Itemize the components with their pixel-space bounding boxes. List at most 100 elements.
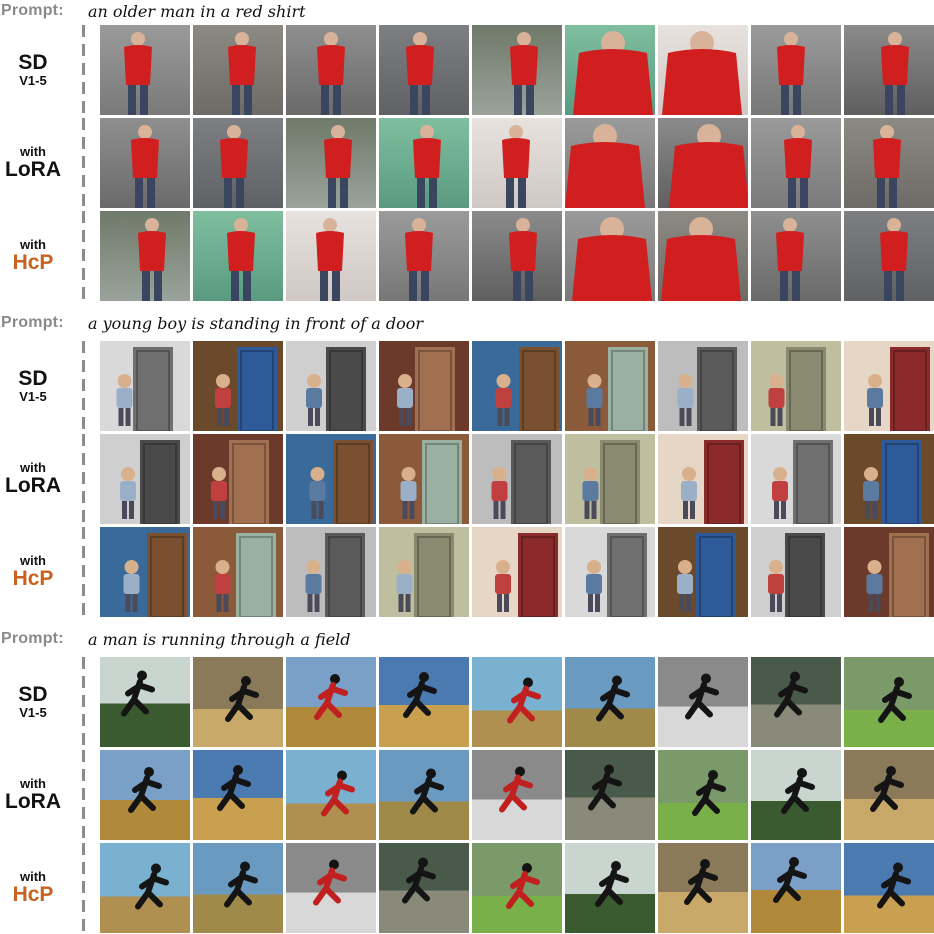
image-strip [100, 118, 934, 208]
image-strip [100, 657, 934, 747]
dashed-divider [82, 527, 85, 617]
generated-image [658, 843, 748, 933]
dashed-divider [82, 750, 85, 840]
image-strip [100, 527, 934, 617]
row-lora: with LoRA [0, 118, 934, 208]
dashed-divider [82, 25, 85, 115]
generated-image [286, 843, 376, 933]
row-label-sub: V1-5 [19, 389, 47, 405]
prompt-label: Prompt: [1, 2, 64, 19]
generated-image [100, 118, 190, 208]
generated-image [286, 211, 376, 301]
generated-image [751, 25, 841, 115]
row-label-main: SD [18, 51, 48, 75]
row-label-hcp: HcP [12, 250, 54, 274]
row-label: with HcP [0, 843, 66, 933]
generated-image [286, 527, 376, 617]
generated-image [658, 750, 748, 840]
generated-image [193, 843, 283, 933]
generated-image [844, 341, 934, 431]
generated-image [100, 843, 190, 933]
generated-image [286, 657, 376, 747]
generated-image [379, 657, 469, 747]
generated-image [565, 434, 655, 524]
generated-image [565, 118, 655, 208]
generated-image [844, 750, 934, 840]
row-label-sub: with [20, 869, 46, 885]
generated-image [565, 25, 655, 115]
generated-image [472, 657, 562, 747]
prompt-label: Prompt: [1, 630, 64, 647]
generated-image [193, 527, 283, 617]
dashed-divider [82, 118, 85, 208]
row-label-main: LoRA [5, 473, 61, 497]
generated-image [658, 657, 748, 747]
image-strip [100, 341, 934, 431]
generated-image [565, 657, 655, 747]
generated-image [379, 527, 469, 617]
dashed-divider [82, 211, 85, 301]
row-lora: with LoRA [0, 750, 934, 840]
prompt-text: a man is running through a field [88, 629, 351, 649]
dashed-divider [82, 657, 85, 747]
row-hcp: with HcP [0, 211, 934, 301]
image-strip [100, 750, 934, 840]
generated-image [379, 843, 469, 933]
generated-image [565, 341, 655, 431]
row-sd: SD V1-5 [0, 657, 934, 747]
generated-image [193, 341, 283, 431]
row-label: with HcP [0, 211, 66, 301]
row-label-sub: V1-5 [19, 73, 47, 89]
row-sd: SD V1-5 [0, 25, 934, 115]
generated-image [100, 341, 190, 431]
row-label-sub: with [20, 553, 46, 569]
generated-image [751, 750, 841, 840]
row-label-sub: V1-5 [19, 705, 47, 721]
row-label-sub: with [20, 144, 46, 160]
generated-image [751, 434, 841, 524]
generated-image [286, 750, 376, 840]
generated-image [844, 434, 934, 524]
dashed-divider [82, 843, 85, 933]
generated-image [100, 211, 190, 301]
image-strip [100, 843, 934, 933]
generated-image [193, 25, 283, 115]
generated-image [193, 434, 283, 524]
generated-image [100, 657, 190, 747]
generated-image [286, 341, 376, 431]
row-label-main: LoRA [5, 157, 61, 181]
prompt-text: a young boy is standing in front of a do… [88, 313, 424, 333]
generated-image [751, 118, 841, 208]
generated-image [844, 118, 934, 208]
prompt-text: an older man in a red shirt [88, 1, 306, 21]
generated-image [193, 750, 283, 840]
prompt-label: Prompt: [1, 314, 64, 331]
generated-image [379, 750, 469, 840]
row-hcp: with HcP [0, 843, 934, 933]
generated-image [379, 434, 469, 524]
row-label-main: SD [18, 367, 48, 391]
generated-image [844, 657, 934, 747]
generated-image [472, 211, 562, 301]
generated-image [844, 211, 934, 301]
generated-image [379, 211, 469, 301]
row-label-sub: with [20, 460, 46, 476]
row-label: with HcP [0, 527, 66, 617]
generated-image [472, 341, 562, 431]
row-label: with LoRA [0, 750, 66, 840]
generated-image [193, 657, 283, 747]
generated-image [100, 25, 190, 115]
dashed-divider [82, 341, 85, 431]
generated-image [472, 25, 562, 115]
generated-image [658, 527, 748, 617]
row-label: SD V1-5 [0, 25, 66, 115]
generated-image [193, 211, 283, 301]
generated-image [472, 434, 562, 524]
row-label: SD V1-5 [0, 657, 66, 747]
image-strip [100, 211, 934, 301]
row-label: SD V1-5 [0, 341, 66, 431]
generated-image [751, 527, 841, 617]
generated-image [658, 434, 748, 524]
generated-image [100, 434, 190, 524]
row-label-sub: with [20, 776, 46, 792]
